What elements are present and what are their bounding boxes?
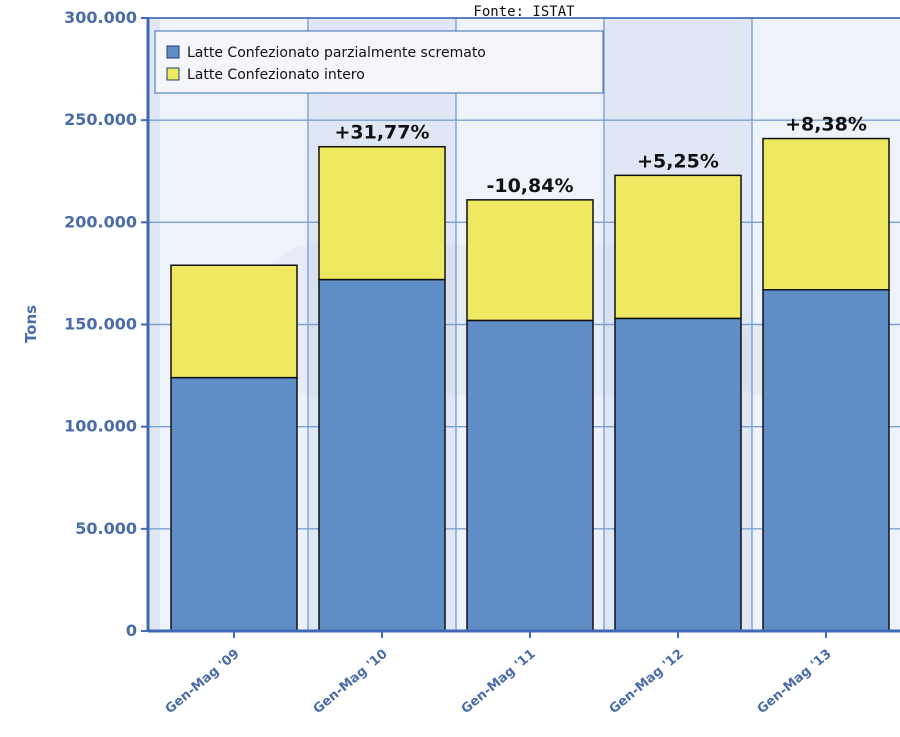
- annotations: +31,77% -10,84% +5,25% +8,38%: [334, 114, 866, 197]
- x-tick-label: Gen-Mag '11: [459, 647, 539, 717]
- y-tick-label: 250.000: [64, 110, 137, 129]
- bar-segment-intero: [170, 264, 298, 379]
- y-tick-label: 100.000: [64, 417, 137, 436]
- percent-change-label: +31,77%: [334, 122, 429, 144]
- y-tick-label: 150.000: [64, 315, 137, 334]
- y-tick-label: 50.000: [75, 519, 137, 538]
- percent-change-label: +8,38%: [785, 114, 867, 136]
- x-tick-label: Gen-Mag '12: [607, 647, 687, 717]
- x-tick-label: Gen-Mag '10: [311, 647, 391, 717]
- bar-segment-parzialmente-scremato: [466, 319, 594, 632]
- bar-segment-intero: [614, 174, 742, 320]
- y-axis-label: Tons: [22, 305, 40, 343]
- chart-subtitle: Fonte: ISTAT: [473, 4, 575, 20]
- y-tick-label: 0: [126, 621, 137, 640]
- bar-segment-parzialmente-scremato: [318, 278, 446, 632]
- y-tick-label: 300.000: [64, 8, 137, 27]
- bar-segment-parzialmente-scremato: [614, 317, 742, 632]
- bars: [170, 137, 890, 632]
- y-tick-label: 200.000: [64, 212, 137, 231]
- bar-segment-intero: [762, 137, 890, 291]
- legend-box: [154, 30, 604, 94]
- legend: Latte Confezionato parzialmente scremato…: [154, 30, 604, 94]
- y-tick-labels: 0 50.000 100.000 150.000 200.000 250.000 300.0…: [64, 8, 137, 640]
- x-tick-labels: Gen-Mag '09 Gen-Mag '10 Gen-Mag '11 Gen-Mag…: [163, 647, 835, 717]
- bar-segment-parzialmente-scremato: [762, 289, 890, 632]
- bar-segment-intero: [466, 199, 594, 322]
- percent-change-label: -10,84%: [486, 175, 573, 197]
- legend-label-intero: Latte Confezionato intero: [187, 67, 365, 83]
- x-tick-label: Gen-Mag '13: [755, 647, 835, 717]
- bar-segment-intero: [318, 145, 446, 281]
- legend-label-parzialmente-scremato: Latte Confezionato parzialmente scremato: [187, 45, 486, 61]
- axes: [141, 17, 900, 638]
- bar-segment-parzialmente-scremato: [170, 376, 298, 632]
- legend-swatch-intero: [166, 67, 180, 81]
- legend-swatch-parzialmente-scremato: [166, 45, 180, 59]
- x-tick-label: Gen-Mag '09: [163, 647, 243, 717]
- percent-change-label: +5,25%: [637, 150, 719, 172]
